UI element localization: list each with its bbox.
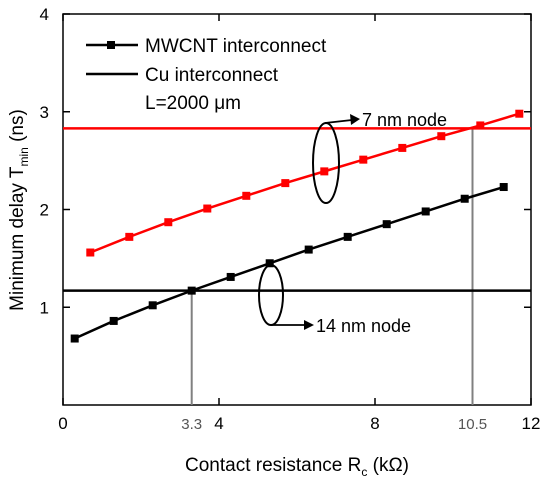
series-0-point-0 [86, 248, 95, 257]
series-1-point-7 [343, 232, 352, 241]
x-tick-label-3: 12 [522, 414, 541, 433]
y-tick-label-2: 3 [40, 103, 49, 122]
series-0-point-8 [398, 143, 407, 152]
series-1-point-0 [70, 334, 79, 343]
y-tick-label-1: 2 [40, 201, 49, 220]
x-tick-label-1: 4 [214, 414, 223, 433]
x-axis-title: Contact resistance Rc (kΩ) [185, 455, 409, 479]
series-line-0 [89, 112, 520, 254]
series-1-point-11 [499, 183, 508, 192]
series-1-point-8 [382, 220, 391, 229]
series-1-point-5 [265, 259, 274, 268]
series-0-point-5 [281, 179, 290, 188]
x-tick-label-2: 8 [370, 414, 379, 433]
series-0-point-6 [320, 167, 329, 176]
series-0-point-10 [476, 121, 485, 130]
series-1-point-3 [187, 286, 196, 295]
legend: MWCNT interconnect Cu interconnect L=200… [86, 36, 327, 114]
series-0-point-4 [242, 191, 251, 200]
series-0-point-2 [164, 218, 173, 227]
annotation-7nm-arrowhead [350, 114, 360, 125]
series-1-point-4 [226, 272, 235, 281]
y-tick-label-0: 1 [40, 298, 49, 317]
annotation-14nm-arrowhead [304, 320, 314, 330]
legend-mwcnt-marker [107, 41, 115, 49]
series-1-point-10 [460, 194, 469, 203]
y-axis-title: Minimum delay Tmin (ns) [7, 109, 31, 311]
annotation-7nm-arrow-line [324, 119, 353, 124]
series-0-point-9 [437, 132, 446, 141]
series-0-point-1 [125, 232, 134, 241]
x-marked-tick-label-0: 3.3 [181, 416, 202, 433]
y-tick-label-3: 4 [40, 5, 49, 24]
series-layer [70, 109, 524, 343]
hlines-layer [63, 127, 531, 292]
plot-frame [62, 13, 532, 406]
annotation-14nm-ellipse [258, 264, 284, 326]
legend-mwcnt-label: MWCNT interconnect [145, 36, 327, 57]
annotation-7nm-ellipse [312, 122, 340, 204]
annotation-7nm-label: 7 nm node [362, 110, 447, 130]
legend-note: L=2000 μm [145, 93, 241, 114]
annotations: 7 nm node 14 nm node [258, 110, 447, 336]
legend-cu-label: Cu interconnect [145, 65, 279, 86]
annotation-14nm-label: 14 nm node [316, 316, 411, 336]
x-marked-tick-label-1: 10.5 [458, 416, 487, 433]
series-1-point-9 [421, 207, 430, 216]
series-1-point-6 [304, 245, 313, 254]
series-0-point-11 [515, 109, 524, 118]
series-0-point-3 [203, 204, 212, 213]
vlines-layer [190, 128, 474, 405]
series-1-point-1 [109, 316, 118, 325]
series-0-point-7 [359, 155, 368, 164]
x-tick-label-0: 0 [58, 414, 67, 433]
series-1-point-2 [148, 301, 157, 310]
series-line-1 [74, 185, 505, 340]
